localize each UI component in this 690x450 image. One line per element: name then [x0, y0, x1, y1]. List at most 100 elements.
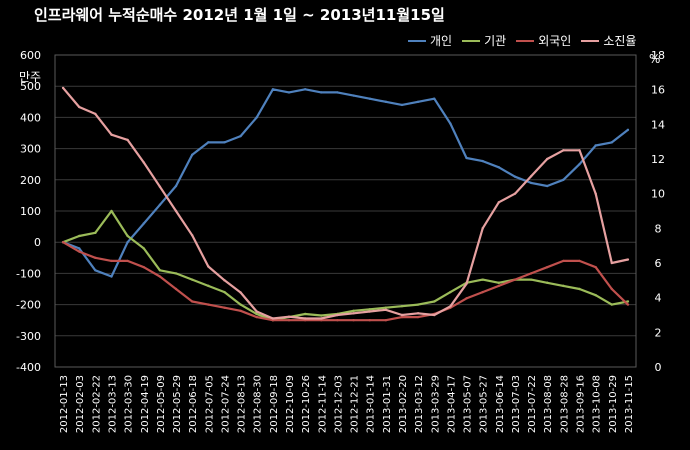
legend-item-foreigner: 외국인	[516, 32, 571, 49]
data-point-3	[449, 305, 452, 308]
x-tick-label: 2012-09-18	[269, 375, 280, 433]
y-left-tick-label: 300	[20, 143, 41, 156]
data-point-3	[594, 192, 597, 195]
data-point-1	[303, 312, 307, 316]
data-point-2	[174, 287, 178, 291]
data-point-0	[546, 184, 549, 188]
data-point-2	[513, 278, 517, 281]
data-point-2	[497, 284, 501, 288]
data-point-3	[61, 86, 65, 90]
data-point-2	[207, 303, 210, 306]
data-point-0	[271, 88, 275, 91]
x-tick-label: 2013-07-03	[511, 375, 522, 433]
y-left-tick-label: 100	[20, 205, 41, 218]
x-tick-label: 2013-05-27	[479, 375, 490, 433]
data-point-0	[126, 241, 129, 244]
y-left-tick-label: 0	[34, 236, 41, 249]
data-point-2	[481, 290, 484, 294]
x-tick-label: 2012-12-21	[350, 375, 361, 433]
left-axis-unit: 만주	[19, 70, 42, 84]
data-point-3	[384, 308, 388, 311]
y-right-tick-label: 14	[651, 118, 665, 131]
data-point-0	[158, 203, 162, 206]
data-point-3	[303, 317, 307, 320]
data-point-3	[239, 291, 242, 294]
x-tick-label: 2012-06-18	[188, 375, 199, 433]
x-tick-label: 2012-11-14	[317, 375, 328, 433]
x-tick-label: 2012-07-05	[204, 375, 215, 433]
legend-swatch-individual	[408, 39, 426, 42]
data-point-2	[94, 256, 97, 259]
data-point-2	[384, 319, 388, 322]
data-point-1	[497, 281, 501, 284]
data-point-0	[110, 275, 113, 278]
data-point-0	[336, 91, 339, 94]
data-point-3	[626, 258, 630, 261]
x-tick-label: 2012-04-19	[140, 375, 151, 433]
y-left-tick-label: -200	[16, 299, 41, 312]
data-point-1	[142, 247, 145, 250]
data-point-2	[352, 319, 355, 322]
data-point-1	[94, 231, 97, 235]
legend-label-exhaustion-rate: 소진율	[603, 34, 637, 48]
data-point-0	[352, 94, 355, 97]
data-point-3	[352, 312, 355, 315]
chart-legend: 개인 기관 외국인 소진율	[408, 32, 646, 49]
y-left-tick-label: 400	[20, 111, 41, 124]
data-point-0	[497, 166, 501, 169]
x-tick-label: 2013-03-29	[430, 375, 441, 433]
x-tick-label: 2013-03-12	[414, 375, 425, 433]
x-tick-label: 2013-01-31	[382, 375, 393, 433]
data-point-3	[610, 261, 613, 265]
y-right-tick-label: 2	[655, 326, 662, 339]
x-tick-label: 2013-08-08	[543, 375, 554, 433]
data-point-1	[529, 278, 533, 281]
data-point-2	[578, 259, 581, 263]
series-line-1	[62, 209, 629, 322]
series-line-3	[62, 87, 629, 320]
x-tick-label: 2012-01-13	[59, 375, 70, 433]
right-axis-unit: %	[649, 52, 661, 66]
y-left-tick-label: 500	[20, 80, 41, 93]
data-point-0	[78, 247, 81, 250]
data-point-3	[400, 313, 404, 317]
y-left-tick-label: -300	[16, 330, 41, 343]
data-point-1	[223, 290, 226, 294]
data-point-3	[562, 149, 565, 152]
data-point-0	[626, 128, 630, 132]
x-tick-label: 2013-10-29	[608, 375, 619, 433]
x-tick-label: 2013-05-07	[463, 375, 474, 433]
x-tick-label: 2013-10-08	[592, 375, 603, 433]
data-point-1	[594, 294, 597, 297]
data-point-2	[142, 265, 145, 269]
data-point-1	[416, 303, 420, 306]
data-point-3	[174, 209, 178, 213]
data-point-0	[223, 141, 226, 144]
data-point-3	[513, 192, 517, 195]
y-right-tick-label: 10	[651, 188, 665, 201]
x-tick-label: 2013-09-16	[576, 375, 587, 433]
data-point-1	[190, 278, 194, 281]
y-left-tick-label: 200	[20, 174, 41, 187]
data-point-0	[465, 156, 468, 160]
data-point-3	[78, 105, 81, 109]
data-point-2	[255, 315, 258, 319]
data-point-3	[271, 317, 275, 320]
x-tick-label: 2013-11-15	[624, 375, 635, 433]
data-point-2	[368, 319, 371, 322]
data-point-3	[336, 313, 339, 317]
data-point-1	[578, 287, 581, 291]
chart-title: 인프라웨어 누적순매수 2012년 1월 1일 ~ 2013년11월15일	[34, 6, 445, 24]
legend-item-individual: 개인	[408, 32, 452, 49]
data-point-0	[384, 100, 388, 104]
data-point-3	[578, 149, 581, 152]
data-point-0	[174, 184, 178, 188]
data-point-1	[207, 284, 210, 288]
data-point-0	[94, 269, 97, 272]
data-point-2	[78, 250, 81, 253]
x-tick-label: 2012-12-03	[333, 375, 344, 433]
data-point-3	[207, 265, 210, 268]
data-point-0	[255, 116, 258, 119]
y-right-tick-label: 16	[651, 84, 665, 97]
legend-swatch-institution	[462, 39, 481, 42]
